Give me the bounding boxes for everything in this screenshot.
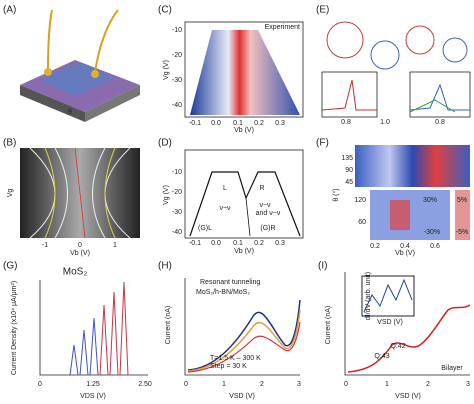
figure-text: dI/dV (arb. unit) xyxy=(365,272,372,320)
figure-text: Step = 30 K xyxy=(210,363,247,370)
figure-text: L xyxy=(223,185,227,192)
figure-text: T=1.5 K – 300 K xyxy=(210,355,261,362)
panel-label: (A) xyxy=(3,5,16,16)
figure-text: 30% xyxy=(423,197,437,204)
figure-text: -40 xyxy=(172,102,182,109)
figure-text: Vb (V) xyxy=(234,248,254,255)
figure-text: θ xyxy=(68,109,72,116)
figure-text: 3 xyxy=(466,381,470,388)
figure-text: (G)L xyxy=(198,225,212,232)
figure-text: -40 xyxy=(172,229,182,236)
figure-text: 0.8 xyxy=(435,119,445,126)
figure-text: 0.8 xyxy=(341,119,351,126)
figure-text: 0.2 xyxy=(370,243,380,250)
figure-text: 0.0 xyxy=(211,120,221,127)
figure-text: Vg (V) xyxy=(163,60,170,80)
figure-text: -20 xyxy=(172,52,182,59)
figure-text: Q:42 xyxy=(390,343,405,350)
figure-text: -5% xyxy=(456,229,468,236)
figure-text: R xyxy=(259,185,264,192)
figure-text: -30 xyxy=(172,77,182,84)
figure-text: 90 xyxy=(345,167,353,174)
figure-text: -30% xyxy=(424,229,440,236)
panel-e xyxy=(321,21,471,118)
panel-label: (C) xyxy=(158,5,172,16)
figure-text: and ν−ν xyxy=(256,210,281,217)
figure-text: 0.1 xyxy=(233,120,243,127)
figure-text: VSD (V) xyxy=(229,393,255,400)
figure-text: 5% xyxy=(457,197,467,204)
figure-text: -1 xyxy=(42,242,48,249)
figure-text: 0.3 xyxy=(275,240,285,247)
figure-text: Current (nA) xyxy=(325,306,332,345)
figure-text: Current Density (x10⁴ μA/μm²) xyxy=(11,281,18,375)
figure-text: -10 xyxy=(172,169,182,176)
figure-text: -0.1 xyxy=(189,120,201,127)
panel-i xyxy=(344,272,471,376)
panel-d xyxy=(184,149,304,239)
figure-text: 3 xyxy=(297,381,301,388)
panel-label: (D) xyxy=(158,138,172,149)
figure-text: 1 xyxy=(222,381,226,388)
figure-text: 1.25 xyxy=(86,381,100,388)
panel-g xyxy=(39,280,148,376)
figure-text: 0.3 xyxy=(275,120,285,127)
figure-text: 0 xyxy=(78,242,82,249)
figure-text: VSD (V) xyxy=(395,393,421,400)
panel-b xyxy=(20,147,140,239)
figure-text: Experiment xyxy=(265,24,300,31)
panel-label: (E) xyxy=(316,5,329,16)
figure-text: ν−ν xyxy=(219,205,231,212)
figure-text: Bilayer xyxy=(441,365,463,372)
figure-text: 0 xyxy=(184,381,188,388)
panel-h xyxy=(184,278,301,376)
figure-text: Vb (V) xyxy=(395,250,415,257)
figure-text: 0.6 xyxy=(430,243,440,250)
figure-text: 45 xyxy=(345,179,353,186)
figure-text: 2 xyxy=(426,381,430,388)
figure-text: 0 xyxy=(38,381,42,388)
figure-text: 0.2 xyxy=(254,240,264,247)
figure-text: 0.4 xyxy=(400,243,410,250)
figure-text: 1 xyxy=(385,381,389,388)
figure-text: 1.0 xyxy=(380,119,390,126)
figure-text: -10 xyxy=(172,27,182,34)
figure-text: Vb (V) xyxy=(70,250,90,257)
figure-text: 60 xyxy=(358,219,366,226)
figure-text: 1 xyxy=(113,242,117,249)
panel-label: (I) xyxy=(318,261,327,272)
figure-text: 0 xyxy=(344,381,348,388)
figure-text: Resonant tunneling xyxy=(200,279,260,286)
figure-text: 0.0 xyxy=(211,240,221,247)
panel-f xyxy=(355,145,470,240)
figure-text: -30 xyxy=(172,209,182,216)
figure-text: (G)R xyxy=(260,225,275,232)
figure-text: 2 xyxy=(260,381,264,388)
figure-text: 0.1 xyxy=(233,240,243,247)
figure-text: 135 xyxy=(341,155,353,162)
figure-text: Q:43 xyxy=(374,353,389,360)
panel-a xyxy=(20,9,140,122)
figure-text: -0.1 xyxy=(189,240,201,247)
panel-c xyxy=(184,21,304,118)
figure-text: MoS₂/h-BN/MoS₂ xyxy=(196,289,250,296)
figure-text: VDS (V) xyxy=(80,393,106,400)
figure-text: Vg (V) xyxy=(163,185,170,205)
figure-text: 2.50 xyxy=(138,381,152,388)
figure-text: Current (nA) xyxy=(165,306,172,345)
panel-label: (B) xyxy=(3,138,16,149)
figure-text: Vb (V) xyxy=(234,127,254,134)
figure-text: 120 xyxy=(354,197,366,204)
figure-text: θ (°) xyxy=(332,188,340,201)
figure-text: ν−ν xyxy=(259,202,271,209)
figure-text: -20 xyxy=(172,189,182,196)
panel-label: (F) xyxy=(316,138,329,149)
figure-text: Vg xyxy=(7,189,14,198)
figure-text: MoS₂ xyxy=(63,267,88,278)
panel-label: (H) xyxy=(158,261,172,272)
panel-label: (G) xyxy=(3,261,17,272)
figure-text: 0.2 xyxy=(254,120,264,127)
figure-text: VSD (V) xyxy=(377,319,403,326)
